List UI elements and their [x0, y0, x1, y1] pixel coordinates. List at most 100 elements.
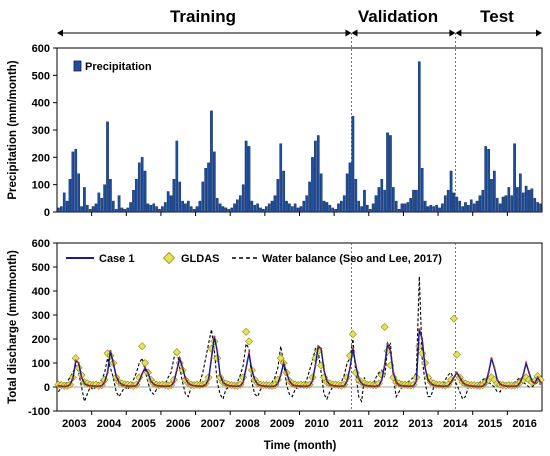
case1-point	[94, 385, 98, 388]
precipitation-bar	[302, 200, 306, 213]
precipitation-bar	[227, 209, 231, 213]
discharge-y-ticks: -100 0 100 200 300 400 500 600	[28, 238, 57, 418]
precipitation-bar	[533, 198, 537, 213]
precipitation-bar	[192, 209, 196, 213]
phase-arrow-head-left	[57, 29, 63, 37]
precipitation-bar	[371, 203, 375, 213]
x-tick-label: 2012	[374, 418, 398, 430]
precipitation-bar	[296, 207, 300, 213]
precipitation-bar	[126, 207, 130, 213]
case1-point	[441, 385, 444, 388]
case1-point	[366, 384, 369, 387]
case1-point	[374, 385, 378, 388]
x-tick-label: 2016	[512, 418, 536, 430]
precipitation-bar	[348, 162, 352, 213]
precipitation-bar	[109, 178, 112, 213]
case1-point	[126, 384, 129, 388]
case1-point	[343, 384, 346, 387]
precipitation-bar	[169, 195, 173, 213]
case1-point	[447, 384, 450, 387]
case1-point	[149, 379, 152, 383]
case1-point	[317, 345, 320, 348]
y-tick-label: 0	[44, 207, 50, 219]
case1-point	[516, 384, 519, 387]
precipitation-bar	[241, 184, 245, 213]
precipitation-bar	[475, 200, 479, 213]
case1-point	[504, 384, 508, 388]
case1-point	[83, 382, 86, 385]
precipitation-bar	[495, 198, 499, 213]
case1-point	[418, 328, 421, 331]
x-tick-label: 2006	[166, 418, 190, 430]
case1-point	[77, 361, 80, 365]
x-tick-label: 2005	[131, 418, 155, 430]
case1-point	[421, 337, 424, 341]
precipitation-bar	[409, 198, 412, 213]
case1-point	[383, 364, 386, 367]
case1-point	[213, 335, 216, 338]
case1-point	[242, 381, 245, 384]
precipitation-bar	[501, 196, 505, 213]
discharge-series	[54, 276, 545, 404]
case1-point	[536, 376, 539, 379]
x-tick-label: 2011	[340, 418, 364, 430]
case1-point	[100, 384, 103, 387]
precipitation-bar	[519, 173, 522, 213]
case1-point	[403, 384, 406, 388]
y-tick-label: 400	[32, 286, 50, 298]
precipitation-bar	[123, 209, 127, 213]
precipitation-bar	[236, 199, 239, 213]
phase-label-validation: Validation	[358, 7, 438, 26]
case1-point	[71, 377, 74, 380]
case1-point	[444, 385, 447, 388]
precipitation-bar	[328, 204, 332, 213]
case1-point	[409, 385, 412, 388]
precipitation-bar	[441, 203, 444, 213]
case1-point	[533, 382, 536, 385]
case1-point	[193, 384, 196, 387]
case1-point	[372, 385, 375, 388]
case1-point	[262, 384, 265, 388]
case1-point	[161, 384, 164, 388]
case1-point	[152, 383, 155, 386]
precipitation-bar	[103, 184, 106, 213]
case1-point	[435, 384, 438, 387]
precipitation-bar	[244, 140, 248, 213]
case1-point	[204, 383, 207, 386]
precipitation-bar	[259, 207, 262, 213]
x-tick-label: 2008	[235, 418, 259, 430]
case1-point	[80, 376, 83, 379]
precipitation-bar	[204, 168, 208, 213]
case1-point	[299, 385, 303, 388]
case1-point	[57, 384, 60, 387]
precipitation-bar	[65, 200, 69, 213]
precipitation-bar	[417, 61, 421, 213]
legend-label-case1: Case 1	[99, 253, 134, 265]
case1-point	[169, 384, 173, 387]
precipitation-year-ticks	[91, 212, 508, 216]
y-tick-label: 200	[32, 334, 50, 346]
case1-point	[470, 384, 473, 388]
case1-point	[490, 357, 493, 360]
precipitation-bar	[325, 202, 329, 213]
y-tick-label: 300	[32, 125, 50, 137]
precipitation-bar	[308, 181, 311, 213]
precipitation-bar	[262, 209, 265, 213]
precipitation-y-axis-title: Precipitation (mm/month)	[7, 60, 19, 199]
precipitation-bar	[213, 151, 216, 213]
precipitation-bar	[403, 203, 407, 213]
case1-point	[219, 373, 222, 377]
case1-point	[449, 381, 453, 384]
precipitation-bar	[446, 189, 450, 213]
case1-point	[507, 385, 510, 388]
precipitation-bar	[83, 187, 86, 213]
precipitation-bar	[60, 206, 63, 213]
phase-arrow-head-right	[449, 29, 456, 37]
precipitation-bar	[230, 207, 233, 213]
precipitation-bar	[149, 204, 153, 213]
case1-point	[322, 369, 326, 372]
precipitation-bar	[406, 202, 410, 213]
case1-point	[525, 361, 528, 365]
precipitation-bar	[516, 187, 519, 213]
precipitation-bar	[510, 195, 514, 213]
